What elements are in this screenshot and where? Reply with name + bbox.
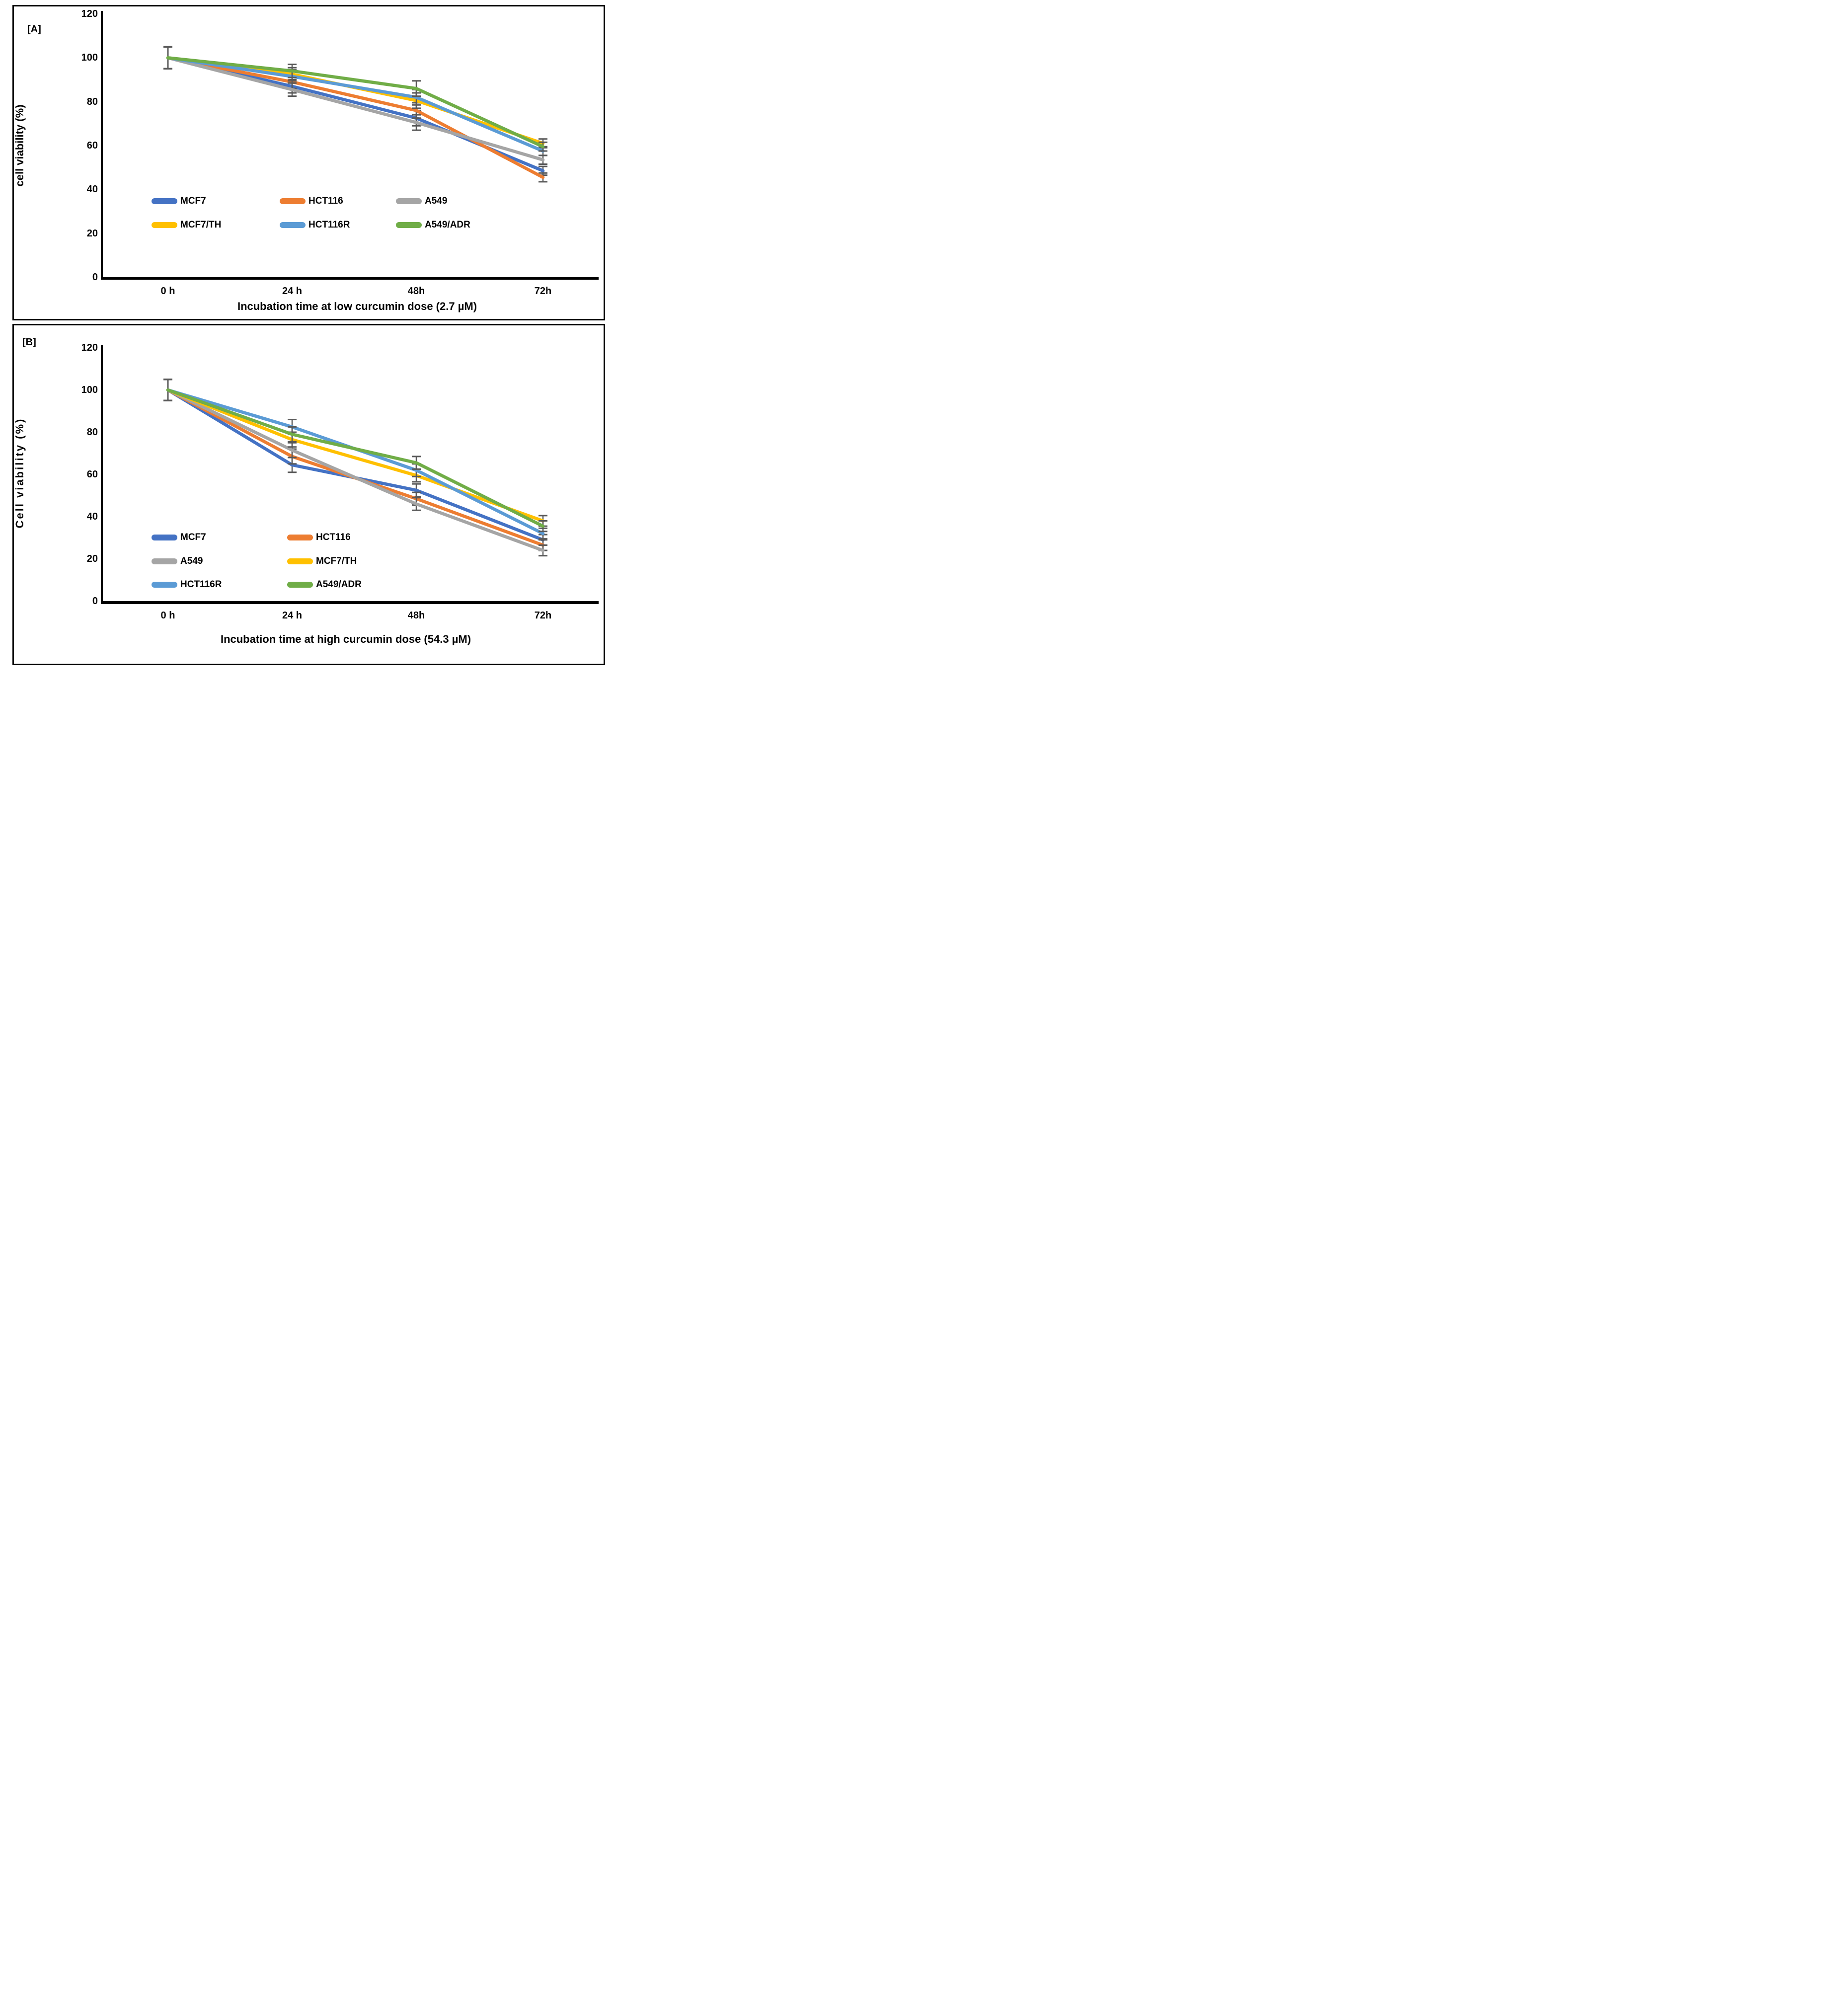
legend-swatch-MCF7 — [152, 535, 177, 540]
panel-b-y-tick-60: 60 — [86, 469, 98, 480]
legend-label-MCF7/TH: MCF7/TH — [180, 220, 222, 230]
legend-label-A549/ADR: A549/ADR — [425, 220, 470, 230]
legend-item-HCT116: HCT116 — [287, 532, 351, 542]
figure-page: [A] cell viability (%) Incubation time a… — [0, 0, 616, 667]
panel-a-frame — [12, 5, 605, 320]
legend-item-A549: A549 — [152, 556, 203, 566]
panel-a-y-tick-0: 0 — [92, 272, 98, 283]
panel-b-y-tick-100: 100 — [81, 385, 98, 395]
panel-b-frame — [12, 324, 605, 665]
legend-label-HCT116: HCT116 — [316, 532, 351, 542]
legend-item-MCF7/TH: MCF7/TH — [287, 556, 357, 566]
series-line-A549 — [166, 56, 545, 161]
series-line-MCF7/TH — [166, 388, 545, 523]
legend-swatch-MCF7 — [152, 198, 177, 204]
legend-swatch-A549/ADR — [396, 222, 422, 228]
legend-item-A549/ADR: A549/ADR — [287, 579, 362, 590]
legend-label-HCT116R: HCT116R — [308, 220, 350, 230]
legend-label-MCF7: MCF7 — [180, 532, 206, 542]
legend-swatch-HCT116R — [152, 582, 177, 588]
panel-a-x-axis-title: Incubation time at low curcumin dose (2.… — [237, 300, 477, 312]
series-line-A549 — [166, 388, 545, 552]
panel-b-series-MCF7/TH — [163, 379, 547, 527]
series-line-MCF7 — [166, 56, 545, 173]
legend-swatch-A549 — [396, 198, 422, 204]
legend-swatch-MCF7/TH — [287, 558, 313, 564]
legend-label-A549/ADR: A549/ADR — [316, 579, 362, 590]
legend-item-MCF7: MCF7 — [152, 196, 206, 206]
legend-swatch-HCT116R — [280, 222, 306, 228]
panel-b-y-tick-0: 0 — [92, 596, 98, 607]
panel-b-label: [B] — [22, 337, 36, 348]
legend-label-A549: A549 — [180, 556, 203, 566]
legend-item-MCF7/TH: MCF7/TH — [152, 220, 221, 230]
legend-item-A549: A549 — [396, 196, 447, 206]
legend-item-HCT116: HCT116 — [280, 196, 343, 206]
panel-b-x-tick-48h: 48h — [407, 610, 425, 621]
legend-item-HCT116R: HCT116R — [280, 220, 350, 230]
panel-b-x-axis-title: Incubation time at high curcumin dose (5… — [220, 633, 471, 645]
panel-a-y-tick-40: 40 — [86, 184, 98, 195]
series-line-HCT116 — [166, 56, 545, 179]
panel-a-x-tick-24h: 24 h — [282, 286, 303, 297]
panel-a-x-tick-48h: 48h — [407, 286, 425, 297]
panel-a-y-axis-title: cell viability (%) — [13, 104, 26, 187]
figure-canvas — [101, 11, 599, 604]
legend-item-MCF7: MCF7 — [152, 532, 206, 542]
panel-b-y-tick-40: 40 — [86, 511, 98, 522]
legend-label-A549: A549 — [425, 196, 448, 206]
legend-swatch-HCT116 — [287, 535, 313, 540]
panel-a-x-tick-72h: 72h — [534, 286, 552, 297]
panel-a-y-tick-120: 120 — [81, 8, 98, 19]
legend-item-HCT116R: HCT116R — [152, 579, 222, 590]
panel-a-y-tick-80: 80 — [86, 96, 98, 107]
legend-item-A549/ADR: A549/ADR — [396, 220, 470, 230]
panel-b-series-A549/ADR — [163, 379, 547, 533]
legend-swatch-A549/ADR — [287, 582, 313, 588]
legend-label-MCF7: MCF7 — [180, 196, 206, 206]
panel-a-y-tick-60: 60 — [86, 140, 98, 151]
panel-b-y-tick-80: 80 — [86, 427, 98, 438]
panel-b-y-axis-title: Cell viability (%) — [13, 417, 26, 529]
legend-label-MCF7/TH: MCF7/TH — [316, 556, 357, 566]
panel-a-y-tick-100: 100 — [81, 52, 98, 64]
series-line-A549/ADR — [166, 56, 545, 149]
legend-swatch-HCT116 — [280, 198, 306, 204]
legend-label-HCT116R: HCT116R — [180, 579, 222, 590]
legend-label-HCT116: HCT116 — [308, 196, 343, 206]
series-line-A549/ADR — [166, 388, 545, 528]
panel-b-x-tick-24h: 24 h — [282, 610, 303, 621]
legend-swatch-MCF7/TH — [152, 222, 177, 228]
panel-a-label: [A] — [27, 24, 41, 35]
series-line-HCT116R — [166, 56, 545, 153]
legend-swatch-A549 — [152, 558, 177, 564]
panel-b-x-tick-72h: 72h — [534, 610, 552, 621]
panel-a-y-tick-20: 20 — [86, 228, 98, 239]
panel-a-x-tick-0h: 0 h — [160, 286, 175, 297]
panel-b-y-tick-20: 20 — [86, 553, 98, 564]
panel-a-series-A549/ADR — [163, 46, 547, 152]
panel-b-y-tick-120: 120 — [81, 342, 98, 353]
panel-b-x-tick-0h: 0 h — [160, 610, 175, 621]
